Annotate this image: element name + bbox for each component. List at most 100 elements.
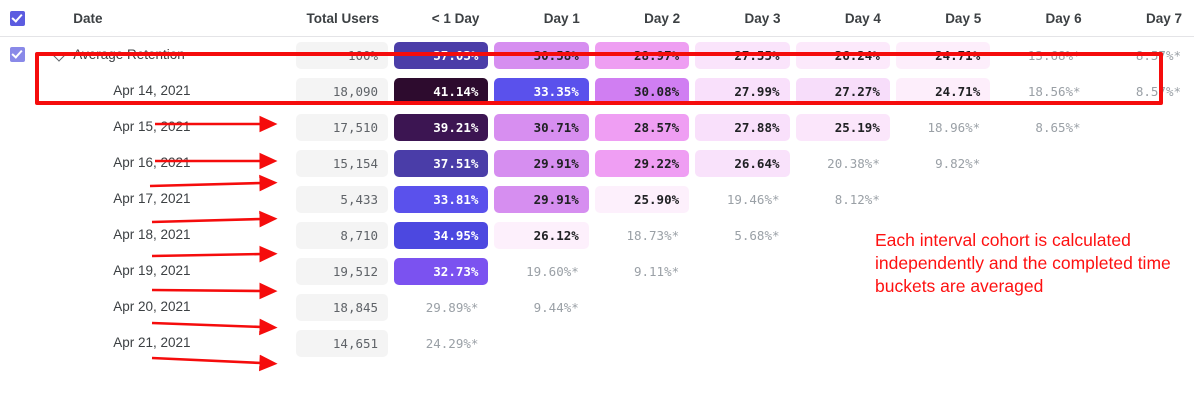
retention-cell[interactable]: 27.27% [793,73,893,109]
row-select-cell[interactable] [0,37,37,74]
row-select-cell [0,181,37,217]
column-header-day1[interactable]: Day 1 [491,0,592,37]
retention-cell [692,253,792,289]
retention-cell[interactable]: 39.21% [391,109,491,145]
retention-value: 39.21% [394,113,489,141]
select-all-header-cell [0,0,38,37]
table-row[interactable]: Apr 16, 2021 15,154 37.51% 29.91% 29.22% 26.6… [0,145,1194,181]
column-header-day5[interactable]: Day 5 [892,0,994,37]
retention-cell[interactable]: 29.91% [491,145,591,181]
retention-value: 24.71% [895,41,991,69]
retention-cell[interactable]: 26.64% [692,145,792,181]
retention-value: 29.91% [494,149,589,177]
retention-cell[interactable]: 24.29%* [391,325,491,361]
total-users-cell: 8,710 [293,217,391,253]
retention-cell[interactable]: 26.24% [793,37,893,74]
retention-cell[interactable]: 8.57%* [1094,73,1194,109]
total-users-cell: 100% [293,37,391,74]
retention-value: 26.24% [795,41,890,69]
table-row[interactable]: Apr 15, 2021 17,510 39.21% 30.71% 28.57% 27.8… [0,109,1194,145]
retention-cell[interactable]: 8.65%* [993,109,1093,145]
row-select-checkbox[interactable] [10,47,25,63]
retention-cell[interactable]: 18.73%* [592,217,692,253]
column-header-day7[interactable]: Day 7 [1093,0,1194,37]
retention-cell[interactable]: 13.68%* [993,37,1093,74]
row-date-cell: Apr 14, 2021 [37,73,293,109]
retention-cell[interactable]: 32.73% [391,253,491,289]
cohort-date-label: Apr 15, 2021 [113,119,191,134]
retention-value: 25.90% [594,185,690,213]
summary-row-label: Average Retention [73,47,185,62]
retention-value [1097,150,1191,177]
retention-cell[interactable]: 26.12% [491,217,591,253]
row-date-cell: Apr 17, 2021 [37,181,293,217]
retention-cell[interactable]: 25.90% [592,181,692,217]
total-users-cell: 18,090 [293,73,391,109]
row-date-cell: Apr 20, 2021 [37,289,293,325]
column-header-day4[interactable]: Day 4 [792,0,893,37]
cohort-date-label: Apr 14, 2021 [113,83,191,98]
retention-cell[interactable]: 28.57% [592,109,692,145]
row-date-cell: Apr 18, 2021 [37,217,293,253]
retention-cell[interactable]: 9.82%* [893,145,993,181]
retention-cell[interactable]: 24.71% [893,37,993,74]
retention-cell [993,181,1093,217]
total-users-value: 15,154 [295,149,389,177]
retention-cell[interactable]: 9.44%* [491,289,591,325]
cohort-date-label: Apr 20, 2021 [113,299,191,314]
table-row[interactable]: Apr 18, 2021 8,710 34.95% 26.12% 18.73%* 5.68… [0,217,1194,253]
retention-cell[interactable]: 8.12%* [793,181,893,217]
column-header-day2[interactable]: Day 2 [591,0,693,37]
retention-cell [993,325,1093,361]
retention-cell[interactable]: 8.57%* [1094,37,1194,74]
retention-cell[interactable]: 41.14% [391,73,491,109]
retention-cell[interactable]: 24.71% [893,73,993,109]
retention-cell[interactable]: 37.51% [391,145,491,181]
table-row[interactable]: Apr 14, 2021 18,090 41.14% 33.35% 30.08% 27.9… [0,73,1194,109]
column-header-date[interactable]: Date [37,0,293,37]
column-header-day6[interactable]: Day 6 [993,0,1094,37]
retention-cell[interactable]: 27.99% [692,73,792,109]
table-row[interactable]: Apr 21, 2021 14,651 24.29%* [0,325,1194,361]
column-header-day0[interactable]: < 1 Day [391,0,492,37]
retention-cell[interactable]: 5.68%* [692,217,792,253]
retention-cell[interactable]: 29.91% [491,181,591,217]
retention-cell[interactable]: 19.60%* [491,253,591,289]
retention-value: 41.14% [394,77,489,105]
table-row[interactable]: Average Retention 100% 37.03% 30.58% 28.97% 2… [0,37,1194,74]
retention-cell[interactable]: 29.22% [592,145,692,181]
retention-cell[interactable]: 27.55% [692,37,792,74]
retention-cell[interactable]: 34.95% [391,217,491,253]
retention-cell[interactable]: 20.38%* [793,145,893,181]
retention-cell[interactable]: 18.56%* [993,73,1093,109]
retention-cell[interactable]: 9.11%* [592,253,692,289]
retention-cell[interactable]: 19.46%* [692,181,792,217]
retention-cell[interactable]: 27.88% [692,109,792,145]
retention-cell[interactable]: 30.58% [491,37,591,74]
retention-cell[interactable]: 33.81% [391,181,491,217]
table-row[interactable]: Apr 20, 2021 18,845 29.89%* 9.44%* [0,289,1194,325]
table-row[interactable]: Apr 17, 2021 5,433 33.81% 29.91% 25.90% 19.46… [0,181,1194,217]
retention-cell[interactable]: 33.35% [491,73,591,109]
row-select-cell [0,289,37,325]
retention-value [996,150,1090,177]
retention-cell[interactable]: 28.97% [592,37,692,74]
retention-cell[interactable]: 30.08% [592,73,692,109]
retention-cell[interactable]: 29.89%* [391,289,491,325]
column-header-day3[interactable]: Day 3 [692,0,793,37]
table-row[interactable]: Apr 19, 2021 19,512 32.73% 19.60%* 9.11%* [0,253,1194,289]
cohort-date-label: Apr 17, 2021 [113,191,191,206]
retention-value: 8.65%* [1035,119,1081,135]
chevron-down-icon[interactable] [53,50,65,62]
retention-value: 18.73%* [626,227,680,243]
retention-cell[interactable]: 18.96%* [893,109,993,145]
retention-cell[interactable]: 25.19% [793,109,893,145]
retention-cell[interactable]: 37.03% [391,37,491,74]
retention-value: 20.38%* [827,155,880,171]
column-header-total-users[interactable]: Total Users [292,0,392,37]
retention-value: 9.82%* [935,155,981,171]
retention-value: 37.51% [394,149,489,177]
select-all-checkbox[interactable] [10,10,25,26]
retention-cell[interactable]: 30.71% [491,109,591,145]
